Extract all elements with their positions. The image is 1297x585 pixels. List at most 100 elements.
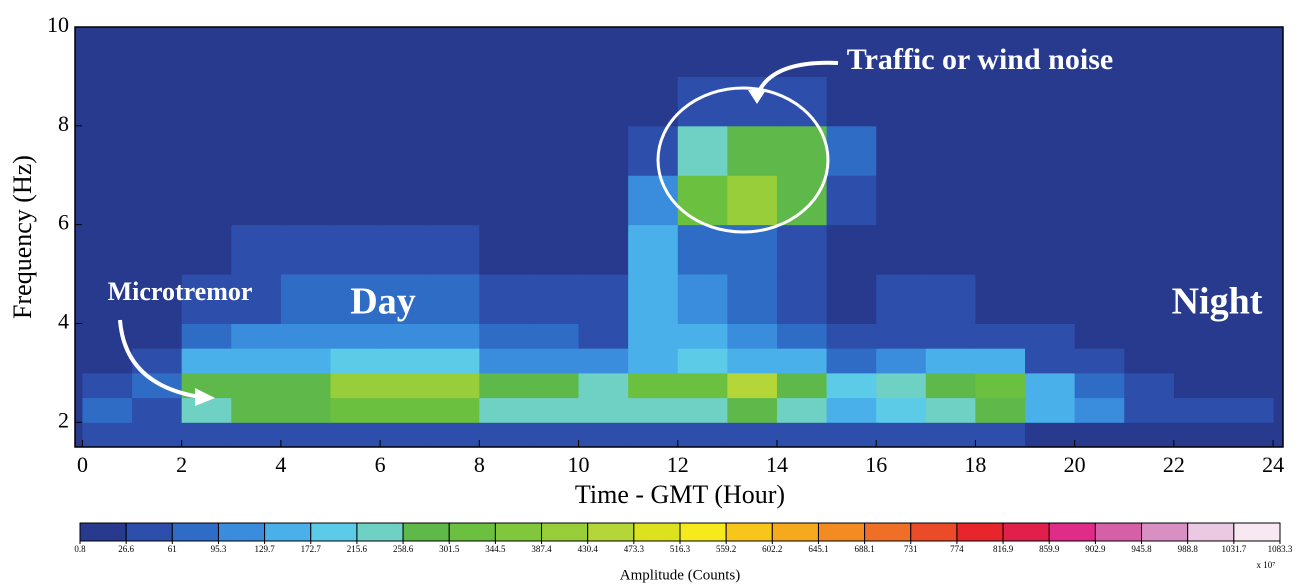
heat-cell <box>776 125 828 176</box>
heat-cell <box>231 372 282 399</box>
heat-cell <box>578 397 629 423</box>
heat-cell <box>677 422 728 448</box>
arrow <box>755 60 839 97</box>
heat-cell <box>1074 397 1125 423</box>
heat-cell <box>727 175 778 226</box>
heat-cell <box>578 323 629 349</box>
heat-cell <box>1173 323 1224 349</box>
heat-cell <box>380 372 431 399</box>
y-tick-label: 2 <box>58 407 69 432</box>
x-tick-label: 8 <box>474 452 485 477</box>
heat-cell <box>1074 27 1125 77</box>
heat-cell <box>975 348 1026 374</box>
heat-cell <box>280 27 331 77</box>
heat-cell <box>776 175 828 226</box>
colorbar-tick-label: 473.3 <box>624 544 645 554</box>
heat-cell <box>1173 274 1224 324</box>
heat-cell <box>628 27 679 77</box>
annotation: Night <box>1172 281 1263 323</box>
heat-cell <box>280 397 331 423</box>
heat-cell <box>776 76 828 127</box>
heat-cell <box>677 372 728 399</box>
heat-cell <box>876 372 927 399</box>
heat-cell <box>925 175 976 226</box>
heat-cell <box>1025 397 1076 423</box>
x-tick-label: 18 <box>964 452 986 477</box>
heat-cell <box>826 348 877 374</box>
heat-cell <box>776 348 828 374</box>
heat-cell <box>925 76 976 127</box>
heat-cell <box>628 125 679 176</box>
heat-cell <box>1025 125 1076 176</box>
colorbar-segment <box>448 522 496 542</box>
heat-cell <box>528 422 580 448</box>
heat-cell <box>776 397 828 423</box>
heat-cell <box>628 224 679 275</box>
x-tick-label: 20 <box>1064 452 1086 477</box>
x-tick-label: 2 <box>176 452 187 477</box>
y-tick-label: 4 <box>58 309 69 334</box>
heat-cell <box>330 274 381 324</box>
heat-cell <box>380 422 431 448</box>
heat-cell <box>181 224 232 275</box>
heat-cell <box>925 348 976 374</box>
heat-cell <box>727 125 778 176</box>
heat-cell <box>677 175 728 226</box>
heat-cell <box>82 372 133 399</box>
heat-cell <box>231 175 282 226</box>
heat-cell <box>826 76 877 127</box>
heat-cell <box>231 274 282 324</box>
colorbar-tick-label: 301.5 <box>439 544 460 554</box>
heat-cell <box>429 175 480 226</box>
annotation: Traffic or wind noise <box>847 43 1113 76</box>
heat-cell <box>528 125 580 176</box>
heat-cell <box>578 348 629 374</box>
heat-cell <box>132 175 183 226</box>
heat-cell <box>1074 422 1125 448</box>
heat-cell <box>1223 397 1274 423</box>
annotation: Day <box>350 281 415 323</box>
heat-cell <box>479 372 530 399</box>
heat-cell <box>82 348 133 374</box>
heat-cell <box>826 27 877 77</box>
colorbar-tick-label: 602.2 <box>762 544 782 554</box>
colorbar-segment <box>494 522 543 542</box>
colorbar-tick-label: 945.8 <box>1131 544 1152 554</box>
colorbar-segment <box>771 522 819 542</box>
heat-cell <box>1223 224 1274 275</box>
heat-cell <box>132 422 183 448</box>
heat-cell <box>429 397 480 423</box>
heat-cell <box>132 397 183 423</box>
heat-cell <box>1223 27 1274 77</box>
colorbar-tick-label: 774 <box>950 544 964 554</box>
heat-cell <box>578 175 629 226</box>
heat-cell <box>925 125 976 176</box>
heat-cell <box>1025 27 1076 77</box>
heat-cell <box>826 372 877 399</box>
colorbar-label: Amplitude (Counts) <box>620 567 740 583</box>
heat-cell <box>429 348 480 374</box>
heat-cell <box>925 422 976 448</box>
colorbar-segment <box>633 522 681 542</box>
heat-cell <box>479 224 530 275</box>
heat-cell <box>1124 175 1175 226</box>
heat-cell <box>1173 348 1224 374</box>
heat-cell <box>231 76 282 127</box>
colorbar-tick-label: 129.7 <box>254 544 275 554</box>
heat-cell <box>975 274 1026 324</box>
heat-cell <box>1124 27 1175 77</box>
colorbar-segment <box>1002 522 1050 542</box>
heat-cell <box>280 422 331 448</box>
heat-cell <box>975 224 1026 275</box>
colorbar-segment <box>725 522 773 542</box>
x-tick-label: 24 <box>1262 452 1284 477</box>
heat-cell <box>727 76 778 127</box>
heat-cell <box>231 224 282 275</box>
colorbar-tick-label: 95.3 <box>211 544 227 554</box>
heat-cell <box>727 323 778 349</box>
heat-cell <box>1223 323 1274 349</box>
heat-cell <box>132 274 183 324</box>
heat-cell <box>1223 372 1274 399</box>
heat-cell <box>479 348 530 374</box>
heat-cell <box>1223 348 1274 374</box>
